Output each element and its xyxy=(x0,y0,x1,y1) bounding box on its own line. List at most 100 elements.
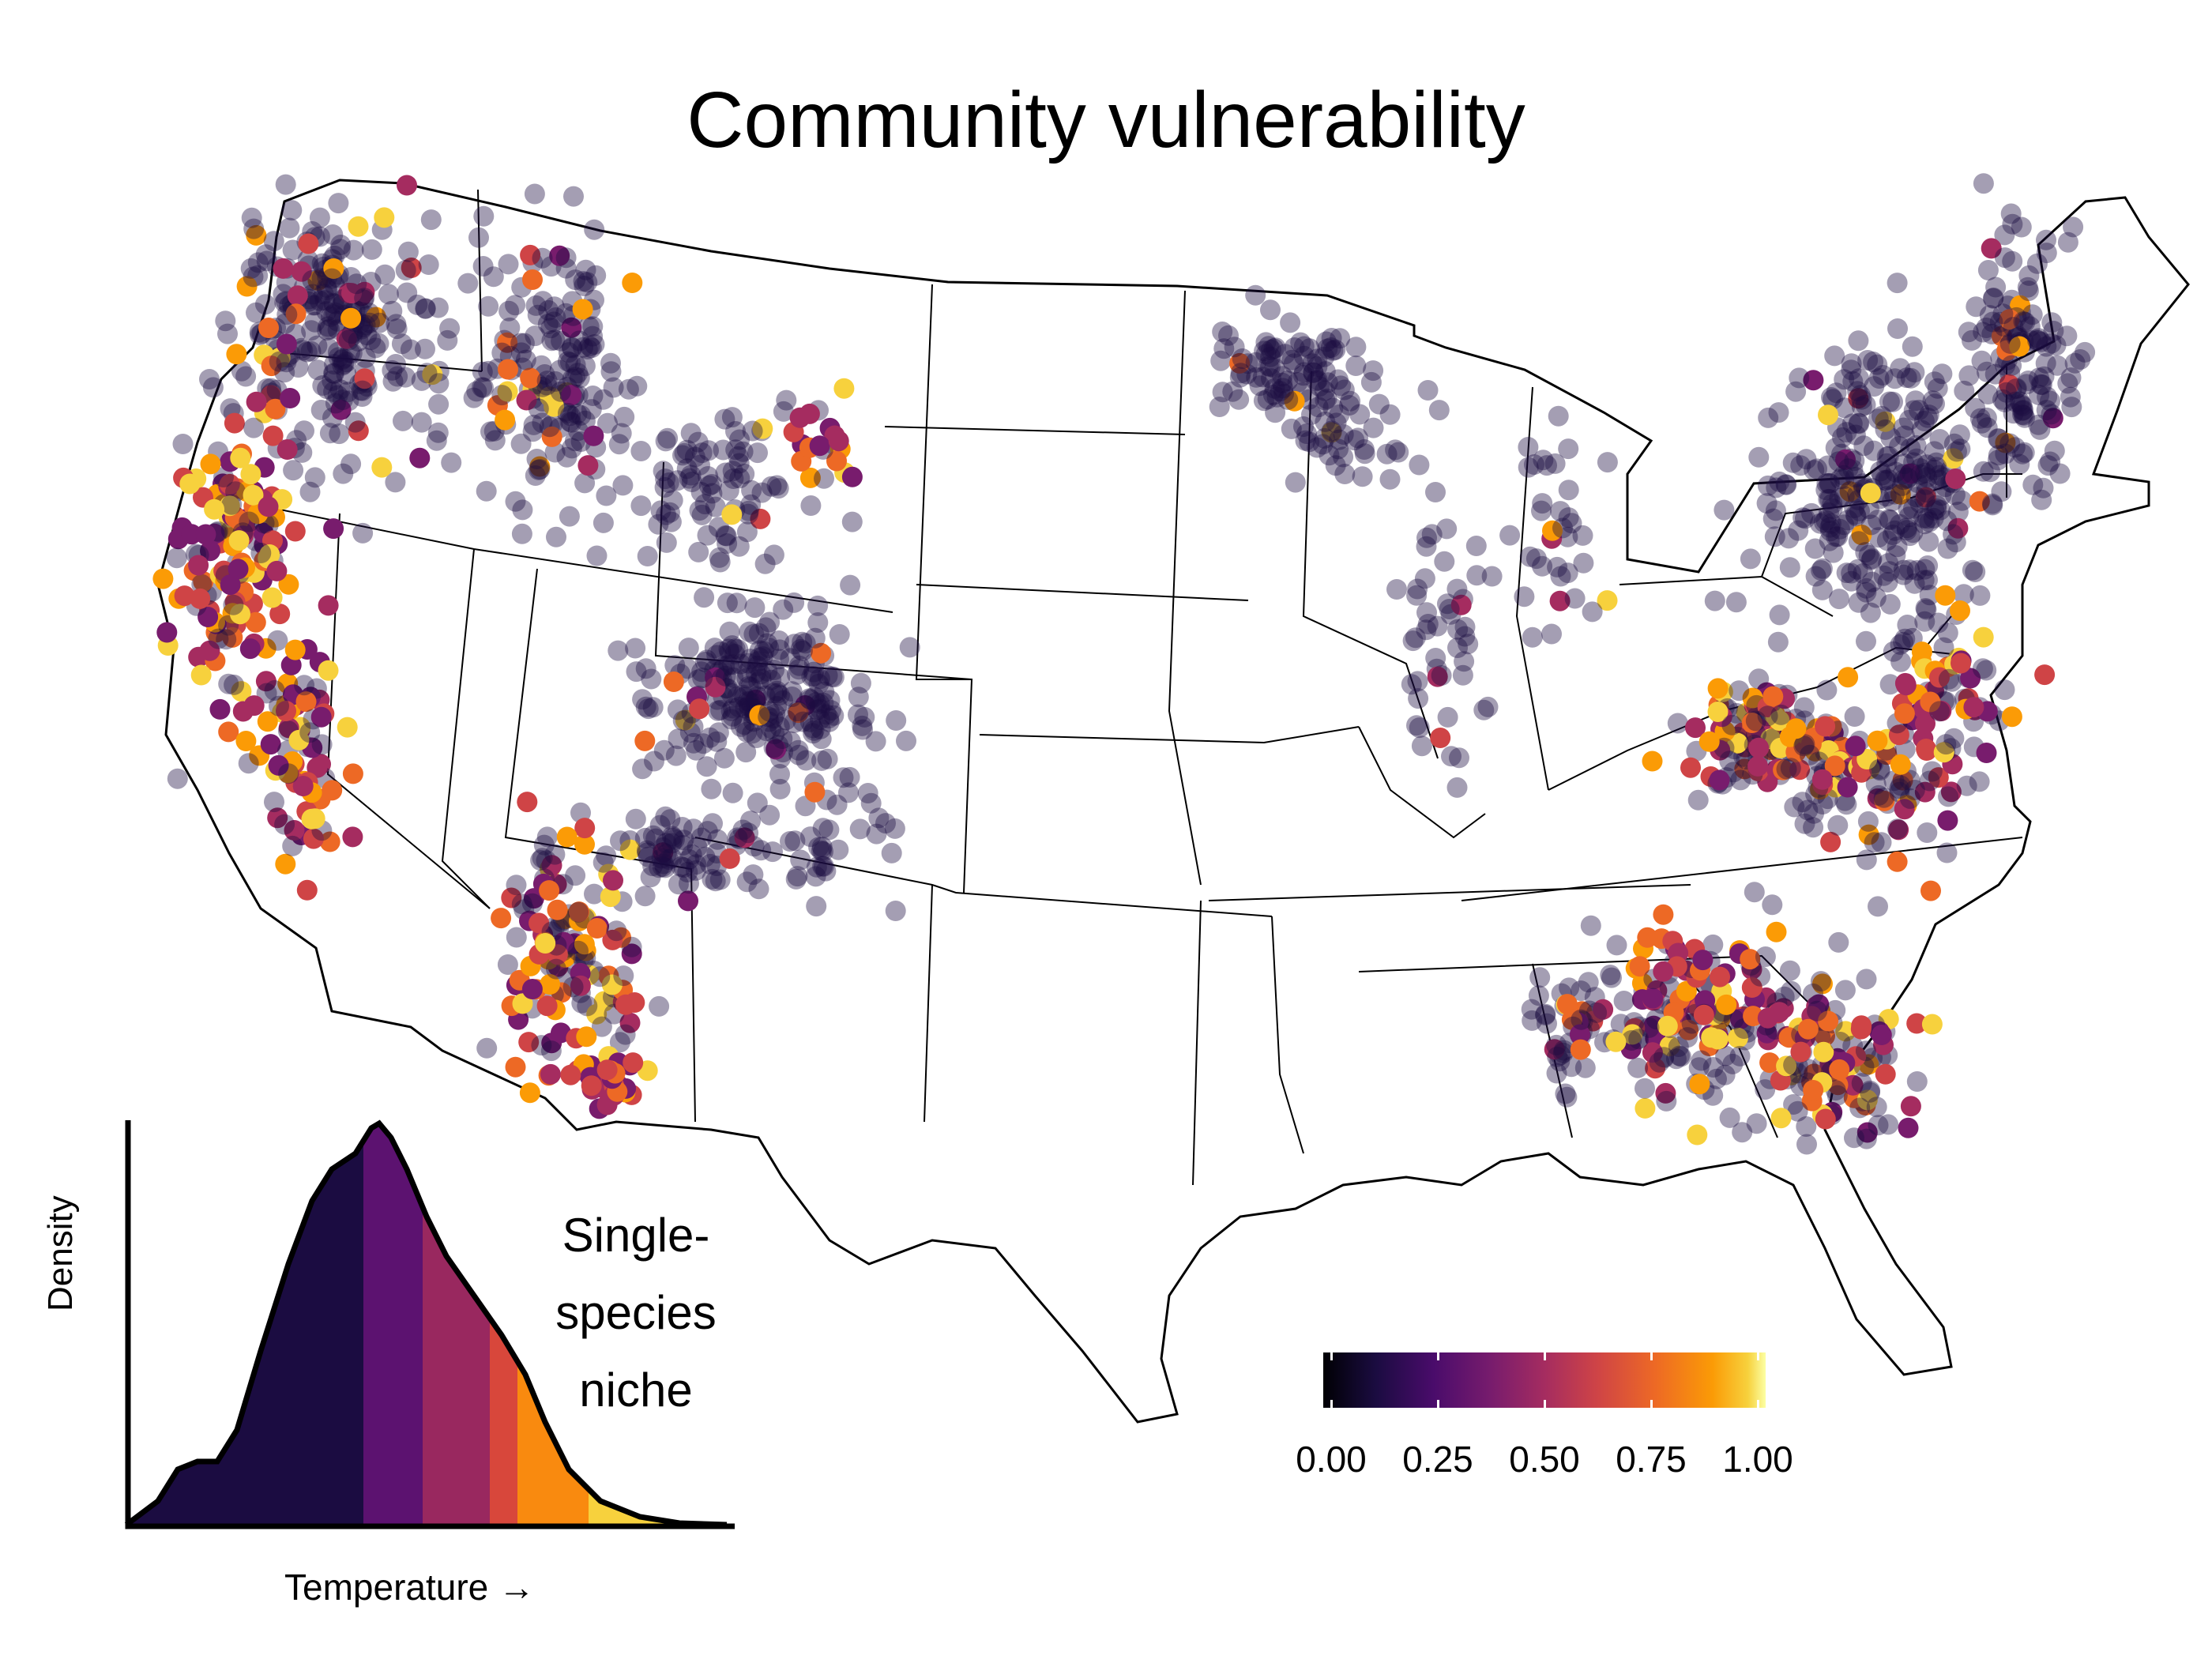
site-point xyxy=(801,666,822,687)
site-point xyxy=(1411,735,1432,757)
site-point xyxy=(750,840,772,861)
site-point xyxy=(657,427,679,449)
site-point xyxy=(333,348,354,369)
site-point xyxy=(745,662,766,683)
site-point xyxy=(317,378,338,400)
site-point xyxy=(1321,420,1342,442)
site-point xyxy=(698,466,719,487)
site-point xyxy=(718,654,739,675)
site-point xyxy=(368,333,389,354)
site-point xyxy=(574,410,596,431)
site-point xyxy=(1295,430,1316,451)
site-point xyxy=(539,880,560,901)
site-point xyxy=(754,553,776,574)
site-point xyxy=(1439,599,1460,619)
site-point xyxy=(1985,276,2007,298)
site-point xyxy=(1329,404,1350,425)
site-point xyxy=(267,807,288,829)
site-point xyxy=(729,429,750,450)
site-point xyxy=(1887,818,1908,840)
site-point xyxy=(1314,427,1335,449)
site-point xyxy=(228,530,250,551)
site-point xyxy=(686,739,707,761)
site-point xyxy=(680,423,702,444)
site-point xyxy=(332,389,353,411)
site-point xyxy=(1897,468,1918,488)
site-point xyxy=(1919,511,1940,532)
site-point xyxy=(803,723,824,744)
site-point xyxy=(1815,510,1837,531)
site-point xyxy=(1951,490,1973,511)
site-point xyxy=(1519,546,1540,567)
site-point xyxy=(799,467,821,488)
site-point xyxy=(653,842,674,863)
site-point xyxy=(498,359,518,380)
site-point xyxy=(1864,376,1885,397)
site-point xyxy=(1284,337,1305,358)
site-point xyxy=(409,447,431,468)
site-point xyxy=(1929,701,1951,722)
site-point xyxy=(1914,611,1936,632)
site-point xyxy=(1386,579,1407,600)
site-point xyxy=(736,871,758,893)
site-point xyxy=(1865,587,1887,608)
site-point xyxy=(1788,520,1809,541)
site-point xyxy=(1844,450,1865,472)
site-point xyxy=(386,354,406,374)
site-point xyxy=(1764,526,1785,547)
site-point xyxy=(521,979,543,999)
site-point xyxy=(1834,514,1855,536)
site-point xyxy=(816,704,837,725)
site-point xyxy=(2011,396,2033,417)
site-point xyxy=(1858,498,1879,520)
site-point xyxy=(1326,412,1347,434)
site-point xyxy=(848,704,868,725)
site-point xyxy=(1826,526,1847,547)
site-point xyxy=(1875,469,1895,491)
site-point xyxy=(1834,397,1855,419)
site-point xyxy=(1715,1045,1736,1066)
site-point xyxy=(1820,831,1841,852)
site-point xyxy=(546,526,566,547)
site-point xyxy=(288,729,310,750)
site-point xyxy=(746,728,767,748)
site-point xyxy=(748,878,769,900)
site-point xyxy=(1929,667,1950,688)
site-point xyxy=(1349,404,1371,425)
site-point xyxy=(466,381,487,402)
site-point xyxy=(596,845,617,867)
site-point xyxy=(807,612,829,633)
site-point xyxy=(764,660,784,680)
site-point xyxy=(1514,586,1535,608)
site-point xyxy=(658,849,679,870)
site-point xyxy=(1819,472,1840,494)
site-point xyxy=(2070,349,2091,370)
site-point xyxy=(1869,758,1890,780)
site-point xyxy=(1414,568,1435,589)
site-point xyxy=(336,328,357,349)
site-point xyxy=(1773,759,1794,781)
site-point xyxy=(792,631,813,653)
site-point xyxy=(1894,425,1915,446)
site-point xyxy=(1885,545,1906,566)
site-point xyxy=(1926,457,1947,478)
site-point xyxy=(2026,329,2048,351)
site-point xyxy=(1861,548,1883,570)
site-point xyxy=(578,316,600,337)
site-point xyxy=(1995,432,2016,453)
site-point xyxy=(303,295,324,316)
site-point xyxy=(1845,504,1866,525)
site-point xyxy=(586,918,608,939)
site-point xyxy=(736,521,758,543)
site-point xyxy=(740,676,762,698)
site-point xyxy=(313,284,334,305)
site-point xyxy=(1653,1047,1675,1068)
site-point xyxy=(575,259,596,280)
site-point xyxy=(644,750,664,772)
site-point xyxy=(635,658,656,679)
site-point xyxy=(1260,346,1281,367)
site-point xyxy=(1605,1031,1627,1052)
site-point xyxy=(352,522,374,544)
site-point xyxy=(1314,380,1335,401)
site-point xyxy=(661,848,683,869)
